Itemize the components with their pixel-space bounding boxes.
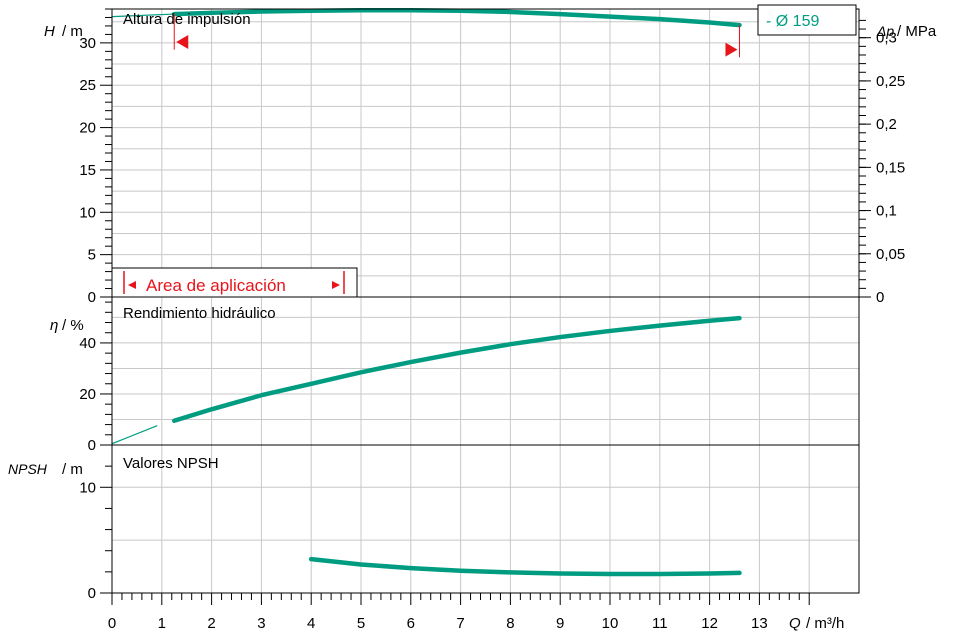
x-tick-label: 8 xyxy=(506,615,514,632)
head-axis-symbol: H xyxy=(44,23,55,40)
flow-axis-symbol: Q xyxy=(789,615,801,632)
application-start-arrow xyxy=(176,35,189,50)
y2-tick-label: 0,05 xyxy=(876,246,905,263)
panel-frame xyxy=(111,444,860,594)
y2-tick-label: 0,3 xyxy=(876,30,897,47)
y-tick-label: 10 xyxy=(79,204,96,221)
x-tick-label: 1 xyxy=(158,615,166,632)
x-tick-label: 12 xyxy=(701,615,718,632)
y-tick-label: 0 xyxy=(88,437,96,454)
x-tick-label: 11 xyxy=(652,615,668,632)
y-tick-label: 5 xyxy=(88,247,96,264)
efficiency-axis-unit: / % xyxy=(62,317,84,334)
x-tick-label: 0 xyxy=(108,615,116,632)
bracket-right-arrow xyxy=(332,281,340,289)
x-tick-label: 10 xyxy=(602,615,619,632)
x-tick-label: 13 xyxy=(751,615,768,632)
pressure-axis-symbol: Δp xyxy=(876,23,894,39)
y-tick-label: 20 xyxy=(79,386,96,403)
npsh-axis-symbol: NPSH xyxy=(8,461,48,477)
npsh-axis-unit: / m xyxy=(62,461,83,478)
frame xyxy=(111,8,860,594)
application-end-arrow xyxy=(725,42,738,57)
y2-tick-label: 0,15 xyxy=(876,159,905,176)
y2-tick-label: 0 xyxy=(876,289,884,306)
head-axis-unit: / m xyxy=(62,23,83,40)
application-area-markers xyxy=(123,14,740,294)
x-tick-label: 9 xyxy=(556,615,564,632)
y-tick-label: 0 xyxy=(88,585,96,602)
x-tick-label: 7 xyxy=(456,615,464,632)
curves xyxy=(111,8,742,577)
ticks: 0 1 2 3 4 5 6 7 8 9 10 11 12 130510152025300204001000… xyxy=(79,8,905,632)
y-tick-label: 25 xyxy=(79,77,96,94)
y2-tick-label: 0,2 xyxy=(876,116,897,133)
pressure-axis-unit: / MPa xyxy=(897,23,937,40)
y-tick-label: 0 xyxy=(88,289,96,306)
application-area-label: Area de aplicación xyxy=(146,276,286,295)
curve-series xyxy=(172,8,742,28)
efficiency-axis-symbol: η xyxy=(50,317,58,334)
flow-axis-unit: / m³/h xyxy=(806,615,844,632)
y2-tick-label: 0,25 xyxy=(876,73,905,90)
y-tick-label: 15 xyxy=(79,162,96,179)
head-panel-title: Altura de impulsión xyxy=(123,11,251,28)
panel-frame xyxy=(111,8,860,298)
application-area-box xyxy=(111,267,358,298)
extrapolated-curve xyxy=(111,425,158,445)
y-tick-label: 30 xyxy=(79,35,96,52)
x-tick-label: 3 xyxy=(257,615,265,632)
grid-lines xyxy=(112,9,859,594)
y-tick-label: 10 xyxy=(79,479,96,496)
curve-series xyxy=(172,315,742,424)
legend-text: - Ø 159 xyxy=(766,13,819,30)
extrapolated-curve xyxy=(111,13,175,18)
efficiency-panel-title: Rendimiento hidráulico xyxy=(123,305,276,322)
bracket-left-arrow xyxy=(128,281,136,289)
legend-box xyxy=(757,4,857,36)
npsh-panel-title: Valores NPSH xyxy=(123,455,219,472)
x-tick-label: 2 xyxy=(207,615,215,632)
x-tick-label: 5 xyxy=(357,615,365,632)
curve-series xyxy=(308,556,742,577)
y2-tick-label: 0,1 xyxy=(876,203,897,220)
y-tick-label: 40 xyxy=(79,335,96,352)
x-tick-label: 4 xyxy=(307,615,315,632)
x-tick-label: 6 xyxy=(407,615,415,632)
y-tick-label: 20 xyxy=(79,120,96,137)
